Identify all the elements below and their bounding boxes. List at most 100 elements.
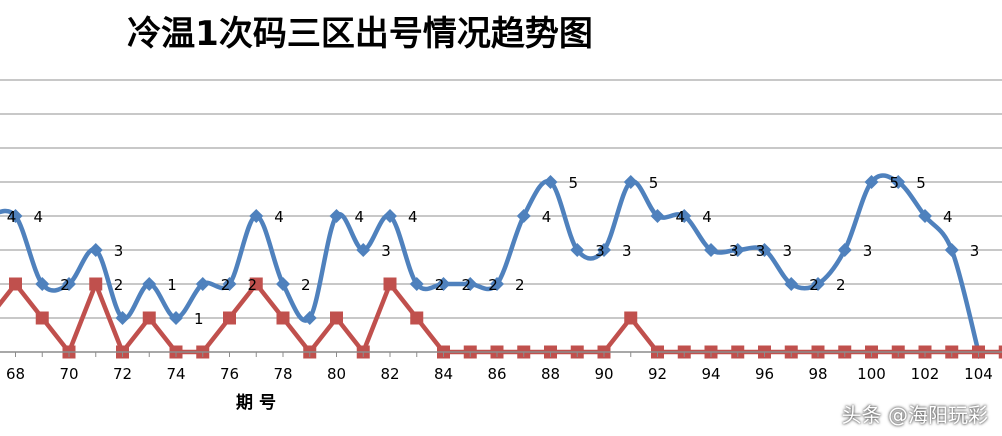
x-tick-label: 88 (541, 365, 560, 383)
data-point-diamond (62, 277, 76, 291)
data-label: 2 (462, 276, 472, 294)
data-point-diamond (918, 209, 932, 223)
data-point-diamond (730, 243, 745, 257)
data-point-diamond (811, 277, 825, 291)
data-point-square (142, 311, 156, 325)
data-label: 3 (622, 242, 632, 260)
data-label: 4 (542, 208, 552, 226)
data-label: 5 (890, 174, 900, 192)
data-point-square (223, 311, 236, 325)
data-point-diamond (704, 243, 718, 257)
data-point-diamond (944, 243, 959, 257)
x-axis: 68 70 72 74 76 78 80 82 84 86 88 90 92 94 96 98 100 102 10… (0, 351, 1002, 383)
x-tick-label: 96 (755, 365, 774, 383)
data-point-diamond (383, 209, 397, 223)
data-label: 2 (248, 276, 258, 294)
data-label: 2 (836, 276, 846, 294)
data-point-diamond (302, 311, 317, 325)
data-label: 5 (649, 174, 659, 192)
x-tick-label: 74 (166, 365, 185, 383)
data-label: 4 (676, 208, 686, 226)
data-point-square (624, 311, 638, 325)
data-point-diamond (88, 243, 103, 257)
data-point-diamond (222, 277, 237, 291)
data-point-diamond (891, 175, 906, 189)
data-label: 2 (221, 276, 231, 294)
x-tick-label: 94 (701, 365, 720, 383)
data-point-diamond (276, 277, 290, 291)
x-tick-label: 78 (273, 365, 292, 383)
data-point-diamond (597, 243, 611, 257)
x-tick-label: 86 (487, 365, 506, 383)
data-label: 1 (167, 276, 177, 294)
series-line (0, 173, 981, 355)
data-label: 5 (569, 174, 579, 192)
data-point-diamond (195, 277, 210, 291)
data-label: 3 (381, 242, 391, 260)
data-label: 2 (809, 276, 819, 294)
data-label: 4 (355, 208, 365, 226)
x-tick-label: 72 (113, 365, 132, 383)
data-point-square (330, 311, 343, 325)
x-tick-label: 98 (808, 365, 827, 383)
data-point-square (89, 277, 103, 291)
data-label: 5 (916, 174, 926, 192)
data-label: 2 (488, 276, 498, 294)
x-tick-label: 104 (964, 365, 993, 383)
data-point-diamond (837, 243, 852, 257)
data-label: 2 (60, 276, 70, 294)
data-point-diamond (169, 311, 183, 325)
data-point-diamond (35, 277, 50, 291)
data-point-diamond (677, 209, 692, 223)
data-label: 1 (194, 310, 204, 328)
x-tick-label: 80 (327, 365, 346, 383)
data-label: 2 (301, 276, 311, 294)
data-point-diamond (543, 175, 558, 189)
x-tick-label: 76 (220, 365, 239, 383)
data-point-diamond (463, 277, 478, 291)
data-point-diamond (650, 209, 665, 223)
data-label: 4 (274, 208, 284, 226)
x-tick-label: 90 (594, 365, 613, 383)
data-point-diamond (864, 175, 879, 189)
x-tick-label: 70 (59, 365, 78, 383)
data-labels: 442311224243422224533544333223554320 (7, 174, 980, 328)
data-point-diamond (115, 311, 130, 325)
data-point-diamond (8, 209, 23, 223)
x-tick-label: 92 (648, 365, 667, 383)
data-point-square (9, 277, 22, 291)
data-label: 2 (435, 276, 445, 294)
x-tick-label: 100 (857, 365, 886, 383)
data-label: 3 (863, 242, 873, 260)
data-point-diamond (623, 175, 638, 189)
x-tick-label: 68 (6, 365, 25, 383)
data-label: 3 (595, 242, 605, 260)
data-point-diamond (356, 243, 371, 257)
series-layer (0, 173, 1002, 359)
data-point-square (249, 277, 263, 291)
chart-title: 冷温1次码三区出号情况趋势图 (127, 14, 593, 54)
data-label: 4 (943, 208, 953, 226)
data-point-diamond (249, 209, 264, 223)
data-point-diamond (784, 277, 799, 291)
data-point-diamond (570, 243, 585, 257)
watermark: 头条 @海阳玩彩 (841, 403, 988, 427)
data-label: 3 (756, 242, 766, 260)
data-label: 2 (114, 276, 124, 294)
data-point-square (35, 311, 49, 325)
data-point-diamond (516, 209, 531, 223)
data-label: 3 (783, 242, 793, 260)
x-tick-label: 82 (380, 365, 399, 383)
data-label: 4 (7, 208, 17, 226)
data-point-diamond (490, 277, 504, 291)
x-axis-label: 期 号 (236, 393, 276, 413)
data-point-diamond (436, 277, 451, 291)
data-point-diamond (142, 277, 157, 291)
x-tick-label: 84 (434, 365, 453, 383)
data-label: 3 (970, 242, 980, 260)
data-label: 4 (408, 208, 418, 226)
x-tick-label: 102 (911, 365, 940, 383)
data-label: 4 (34, 208, 44, 226)
data-point-diamond (409, 277, 424, 291)
